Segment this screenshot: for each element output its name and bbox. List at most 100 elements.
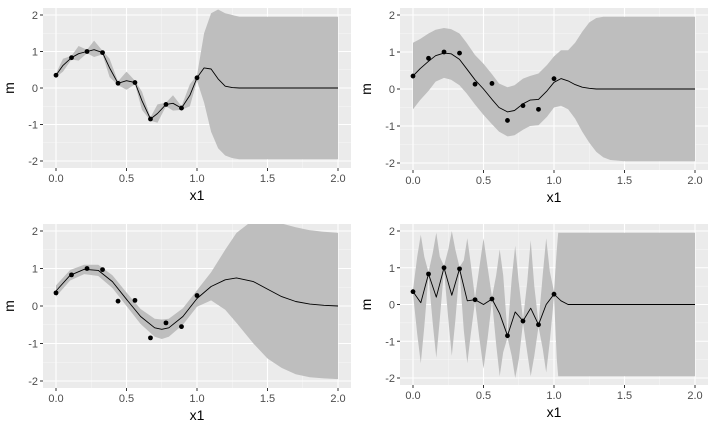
x-tick-label: 0.5 — [476, 175, 491, 187]
y-tick-label: -2 — [28, 376, 38, 388]
x-tick-label: 0.5 — [119, 173, 134, 185]
data-point — [53, 72, 59, 78]
data-point — [536, 106, 541, 112]
data-point — [84, 266, 90, 271]
data-point — [505, 333, 510, 339]
y-tick-label: 0 — [389, 300, 395, 312]
data-point — [536, 322, 541, 328]
data-point — [84, 49, 90, 54]
x-tick-label: 0.0 — [48, 173, 63, 185]
y-axis-label: m — [1, 300, 17, 312]
data-point — [551, 76, 557, 82]
plot-data-layer — [410, 16, 695, 162]
y-tick-label: -1 — [28, 339, 38, 351]
x-tick-label: 0.0 — [48, 393, 63, 405]
data-point — [520, 103, 526, 109]
confidence-band — [413, 231, 695, 378]
confidence-band — [56, 224, 338, 380]
y-axis-label: m — [1, 82, 17, 94]
data-point — [426, 55, 431, 61]
x-tick-label: 0.0 — [405, 175, 420, 187]
x-tick-label: 1.0 — [189, 173, 204, 185]
y-tick-label: 0 — [389, 84, 395, 96]
x-tick-label: 0.5 — [119, 393, 134, 405]
data-point — [441, 49, 447, 55]
data-point — [194, 75, 200, 81]
x-tick-label: 1.0 — [546, 175, 561, 187]
x-tick-label: 1.0 — [189, 393, 204, 405]
data-point — [194, 293, 200, 298]
y-tick-label: 1 — [389, 263, 395, 275]
chart-panel-4: 0.0 0.5 1.0 1.5 2.0 -2 -1 0 1 2 x1 m — [358, 224, 708, 420]
y-axis-label: m — [358, 299, 374, 311]
data-point — [179, 324, 184, 330]
chart-panel-2: 0.0 0.5 1.0 1.5 2.0 -2 -1 0 1 2 x1 m — [358, 8, 708, 205]
confidence-band — [56, 9, 338, 160]
data-point — [520, 318, 526, 324]
data-point — [163, 102, 169, 107]
y-tick-label: 2 — [389, 10, 395, 22]
data-point — [179, 105, 184, 111]
y-tick-label: 0 — [32, 301, 38, 313]
x-tick-label: 0.0 — [405, 390, 420, 402]
confidence-band — [413, 16, 695, 162]
x-tick-label: 1.5 — [617, 390, 632, 402]
y-tick-label: 2 — [32, 226, 38, 238]
data-point — [551, 291, 557, 297]
x-tick-label: 2.0 — [687, 390, 702, 402]
data-point — [148, 116, 153, 122]
chart-panel-3: 0.0 0.5 1.0 1.5 2.0 -2 -1 0 1 2 x1 m — [1, 224, 351, 423]
data-point — [100, 50, 105, 55]
data-point — [148, 335, 153, 341]
y-tick-label: 2 — [32, 10, 38, 22]
x-tick-label: 2.0 — [330, 173, 345, 185]
x-tick-label: 2.0 — [687, 175, 702, 187]
data-point — [132, 80, 138, 85]
x-tick-label: 1.0 — [546, 390, 561, 402]
x-axis-label: x1 — [547, 404, 562, 420]
data-point — [53, 290, 59, 296]
y-axis-label: m — [358, 83, 374, 95]
y-tick-label: 2 — [389, 226, 395, 238]
y-tick-label: 1 — [389, 47, 395, 59]
data-point — [115, 298, 121, 304]
data-point — [489, 81, 495, 86]
data-point — [489, 296, 495, 302]
data-point — [69, 272, 74, 278]
data-point — [457, 50, 462, 56]
data-point — [69, 55, 74, 61]
y-tick-label: -1 — [385, 121, 395, 133]
data-point — [132, 297, 138, 303]
mean-line — [55, 268, 339, 330]
y-tick-label: 1 — [32, 264, 38, 276]
x-tick-label: 1.5 — [260, 393, 275, 405]
mean-line — [412, 52, 695, 113]
y-tick-label: -2 — [385, 158, 395, 170]
plot-data-layer — [53, 9, 338, 160]
plot-data-layer — [53, 224, 339, 380]
data-point — [410, 289, 416, 295]
data-point — [426, 271, 431, 277]
data-point — [163, 320, 169, 326]
chart-panel-1: 0.0 0.5 1.0 1.5 2.0 -2 -1 0 1 2 x1 m — [1, 8, 351, 203]
data-point — [441, 265, 447, 271]
x-tick-label: 2.0 — [330, 393, 345, 405]
x-axis-label: x1 — [547, 189, 562, 205]
y-tick-label: -2 — [385, 373, 395, 385]
x-axis-label: x1 — [190, 187, 205, 203]
y-tick-label: 1 — [32, 47, 38, 59]
y-tick-label: -2 — [28, 156, 38, 168]
mean-line — [412, 267, 695, 337]
x-tick-label: 1.5 — [617, 175, 632, 187]
x-axis-label: x1 — [190, 407, 205, 423]
x-tick-label: 0.5 — [476, 390, 491, 402]
data-point — [457, 266, 462, 272]
data-point — [505, 118, 510, 123]
y-tick-label: -1 — [28, 120, 38, 132]
x-tick-label: 1.5 — [260, 173, 275, 185]
data-point — [472, 297, 478, 303]
data-point — [410, 73, 416, 79]
data-point — [115, 80, 121, 86]
plot-data-layer — [410, 231, 695, 378]
